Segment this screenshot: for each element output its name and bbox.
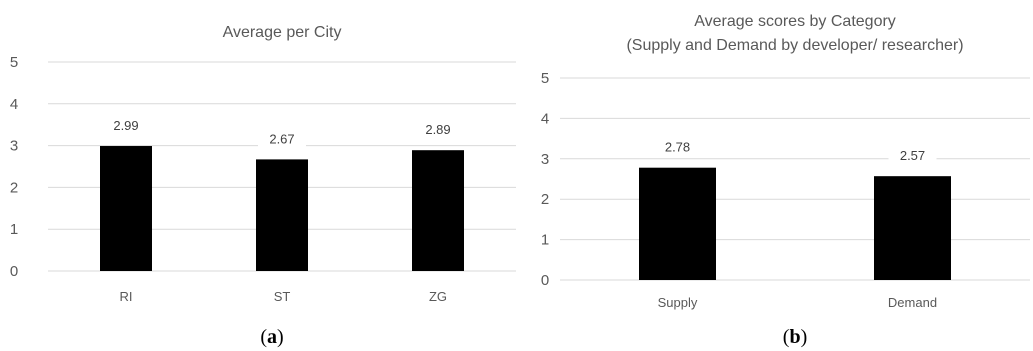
y-tick-label: 0	[541, 272, 549, 289]
data-label-background	[414, 121, 462, 140]
data-label: 2.67	[269, 131, 294, 146]
y-tick-label: 4	[541, 110, 549, 127]
y-tick-label: 2	[541, 191, 549, 208]
data-label: 2.99	[113, 118, 138, 133]
chart-title: Average per City	[223, 24, 342, 41]
bar-zg	[412, 150, 464, 271]
bar-demand	[874, 176, 951, 280]
y-tick-label: 4	[10, 96, 18, 113]
chart-average-scores-by-category: Average scores by Category (Supply and D…	[541, 13, 1030, 310]
y-tick-label: 3	[541, 151, 549, 168]
category-label: Supply	[658, 295, 698, 310]
bar-ri	[100, 146, 152, 271]
data-label: 2.78	[665, 140, 690, 155]
category-label: ZG	[429, 289, 447, 304]
bar-supply	[639, 167, 716, 280]
bar-st	[256, 159, 308, 271]
y-tick-label: 5	[541, 70, 549, 87]
y-tick-label: 0	[10, 263, 18, 280]
chart-title-line-2: (Supply and Demand by developer/ researc…	[626, 37, 963, 54]
category-label: Demand	[888, 295, 937, 310]
data-label-background	[102, 117, 150, 136]
panel-label-b: (b)	[783, 326, 807, 348]
data-label: 2.57	[900, 148, 925, 163]
category-label: RI	[120, 289, 133, 304]
panel-label-a: (a)	[260, 326, 283, 348]
y-tick-label: 5	[10, 54, 18, 71]
data-label-background	[258, 130, 306, 149]
y-tick-label: 2	[10, 179, 18, 196]
chart-average-per-city: Average per City 0 1 2 3 4 5 2.99 2.67 2.89 RI S…	[10, 24, 516, 304]
y-tick-label: 1	[541, 232, 549, 249]
chart-title-line-1: Average scores by Category	[694, 13, 896, 30]
data-label-background	[888, 147, 937, 166]
data-label-background	[653, 138, 702, 157]
y-tick-label: 1	[10, 221, 18, 238]
data-label: 2.89	[425, 122, 450, 137]
y-tick-label: 3	[10, 138, 18, 155]
category-label: ST	[274, 289, 291, 304]
